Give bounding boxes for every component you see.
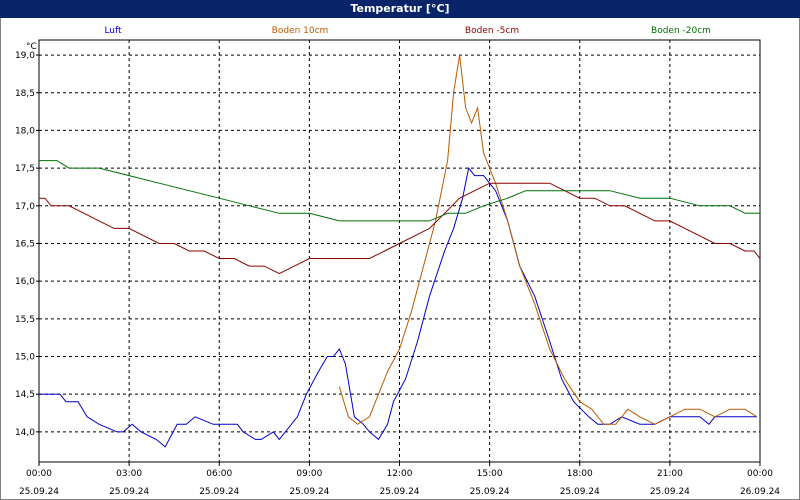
x-tick-time: 18:00 bbox=[567, 469, 593, 479]
legend: Luft Boden 10cm Boden -5cm Boden -20cm bbox=[104, 26, 711, 36]
y-tick-label: 18,5 bbox=[15, 89, 35, 99]
x-tick-time: 09:00 bbox=[296, 469, 322, 479]
y-tick-label: 15,5 bbox=[15, 315, 35, 325]
x-tick-date: 26.09.24 bbox=[740, 487, 780, 497]
x-tick-date: 25.09.24 bbox=[470, 487, 510, 497]
legend-entry: Boden 10cm bbox=[272, 26, 329, 36]
y-tick-label: 16,0 bbox=[15, 277, 35, 287]
x-tick-date: 25.09.24 bbox=[560, 487, 600, 497]
x-tick-time: 00:00 bbox=[747, 469, 773, 479]
y-tick-label: 15,0 bbox=[15, 353, 35, 363]
series-line bbox=[338, 55, 758, 425]
y-tick-label: 17,5 bbox=[15, 164, 35, 174]
temperature-chart: Luft Boden 10cm Boden -5cm Boden -20cm °C 1… bbox=[15, 26, 780, 497]
x-tick-time: 06:00 bbox=[206, 469, 232, 479]
y-tick-labels: 19,0 18,5 18,0 17,5 17,0 16,5 16,0 15,5 15,0 14,5… bbox=[15, 51, 35, 438]
y-tick-label: 14,0 bbox=[15, 428, 35, 438]
x-tick-date: 25.09.24 bbox=[199, 487, 239, 497]
x-tick-time: 00:00 bbox=[26, 469, 52, 479]
x-tick-date: 25.09.24 bbox=[109, 487, 149, 497]
y-tick-label: 14,5 bbox=[15, 390, 35, 400]
y-tick-label: 19,0 bbox=[15, 51, 35, 61]
x-tick-date: 25.09.24 bbox=[289, 487, 329, 497]
series-line bbox=[39, 160, 760, 222]
x-tick-date: 25.09.24 bbox=[379, 487, 419, 497]
series-line bbox=[39, 182, 761, 275]
series-line bbox=[39, 166, 757, 448]
y-tick-label: 16,5 bbox=[15, 239, 35, 249]
chart-title: Temperatur [°C] bbox=[0, 0, 800, 18]
x-tick-time: 03:00 bbox=[116, 469, 142, 479]
y-axis-unit: °C bbox=[26, 42, 37, 52]
legend-entry: Luft bbox=[104, 26, 122, 36]
legend-entry: Boden -5cm bbox=[465, 26, 519, 36]
series-lines bbox=[39, 55, 761, 448]
x-tick-date: 25.09.24 bbox=[650, 487, 690, 497]
x-tick-time: 12:00 bbox=[387, 469, 413, 479]
x-tick-time: 21:00 bbox=[657, 469, 683, 479]
x-tick-time: 15:00 bbox=[477, 469, 503, 479]
y-tick-label: 18,0 bbox=[15, 126, 35, 136]
y-tick-label: 17,0 bbox=[15, 202, 35, 212]
legend-entry: Boden -20cm bbox=[651, 26, 711, 36]
x-tick-labels: 00:00 25.09.24 03:00 25.09.24 06:00 25.09.24 0… bbox=[19, 469, 780, 497]
x-tick-date: 25.09.24 bbox=[19, 487, 59, 497]
grid bbox=[36, 39, 761, 466]
